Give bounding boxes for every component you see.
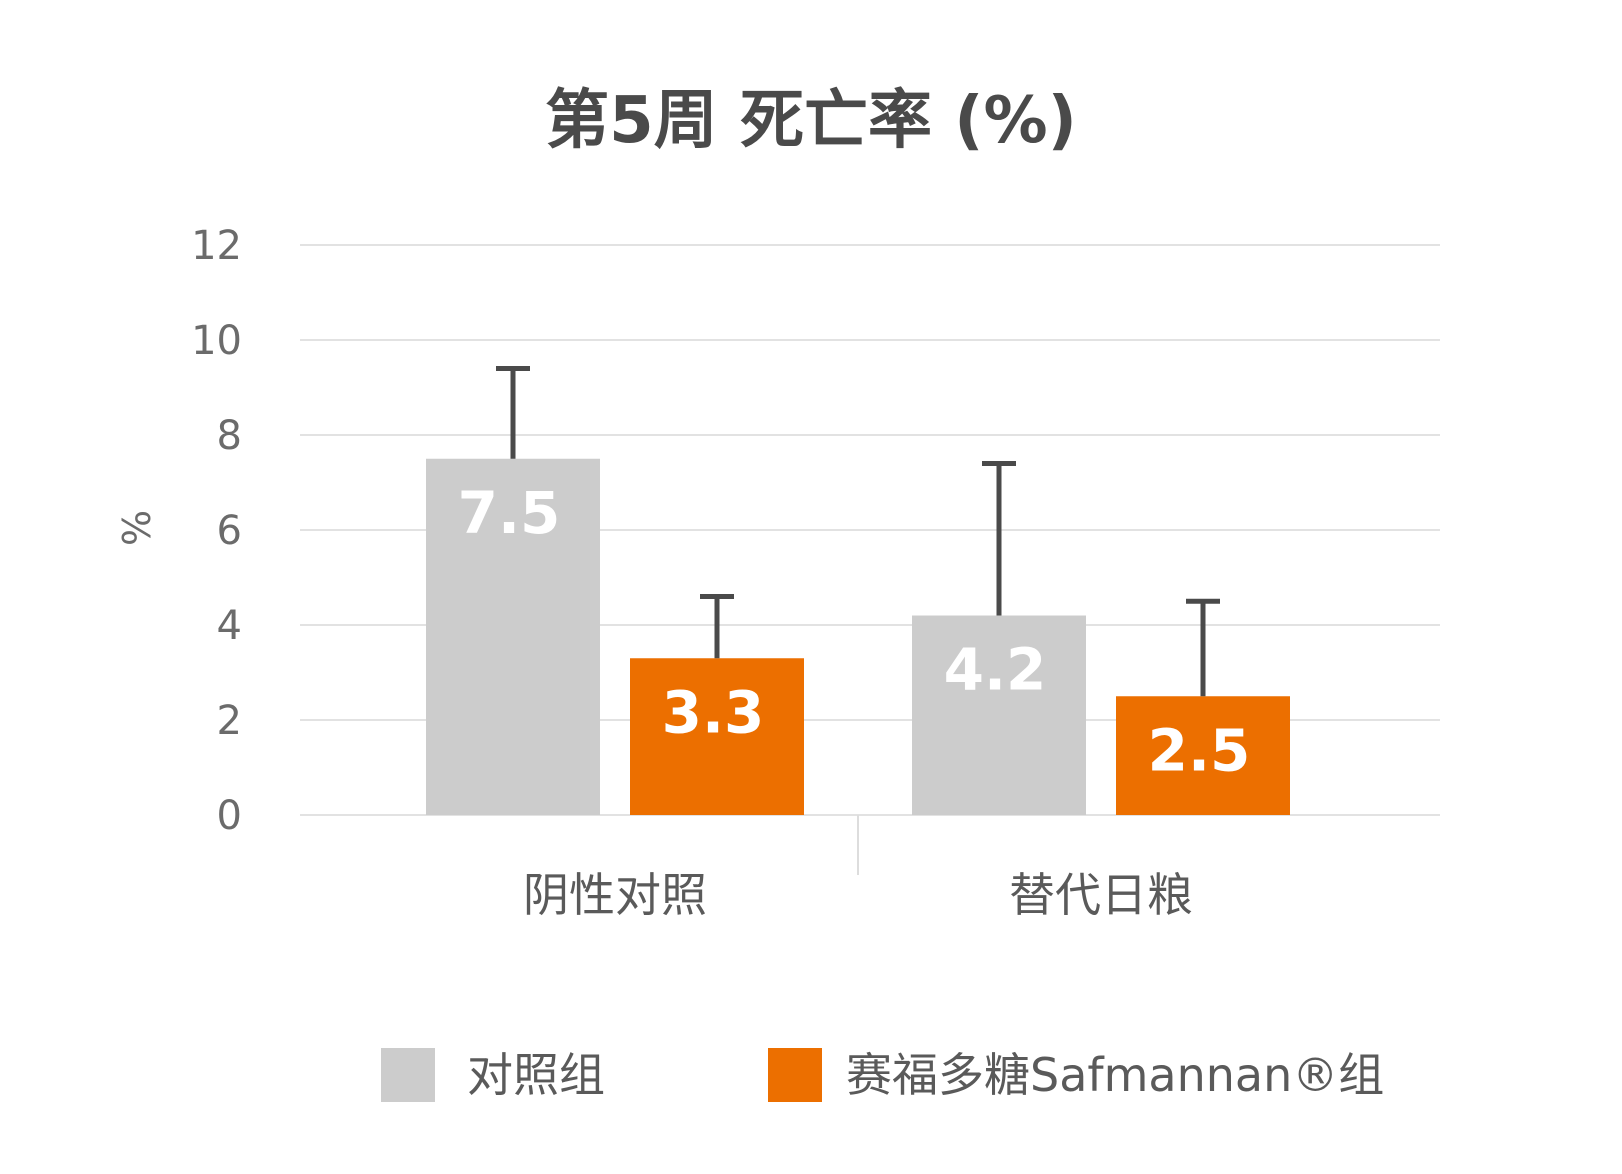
- y-tick-label: 0: [217, 793, 242, 839]
- y-tick-label: 8: [217, 413, 242, 459]
- x-tick-label: 阴性对照: [523, 868, 707, 922]
- legend: 对照组 赛福多糖Safmannan®组: [381, 1048, 1384, 1102]
- y-tick-label: 6: [217, 508, 242, 554]
- bar-control-1: [912, 615, 1086, 815]
- chart-title: 第5周 死亡率 (%): [545, 84, 1077, 158]
- legend-label-control: 对照组: [467, 1048, 605, 1102]
- legend-label-safmannan: 赛福多糖Safmannan®组: [846, 1048, 1384, 1102]
- y-tick-label: 2: [217, 698, 242, 744]
- y-axis-label: %: [115, 510, 159, 546]
- y-axis-ticks: 0 2 4 6 8 10 12: [191, 223, 242, 839]
- legend-swatch-control: [381, 1048, 435, 1102]
- x-tick-label: 替代日粮: [1009, 868, 1193, 922]
- data-label: 2.5: [1148, 716, 1251, 784]
- bar-control-0: [426, 458, 600, 815]
- data-label: 7.5: [458, 479, 561, 547]
- data-label: 4.2: [944, 636, 1047, 704]
- y-tick-label: 12: [191, 223, 242, 269]
- y-tick-label: 4: [217, 603, 242, 649]
- error-bars: [496, 366, 1220, 697]
- bar-safmannan-1: [1116, 696, 1290, 815]
- data-labels: 7.5 3.3 4.2 2.5: [458, 479, 1251, 785]
- legend-swatch-safmannan: [768, 1048, 822, 1102]
- bar-safmannan-0: [630, 658, 804, 815]
- bars: [426, 458, 1290, 815]
- y-tick-label: 10: [191, 318, 242, 364]
- data-label: 3.3: [662, 678, 765, 746]
- x-axis: 阴性对照 替代日粮: [523, 815, 1193, 922]
